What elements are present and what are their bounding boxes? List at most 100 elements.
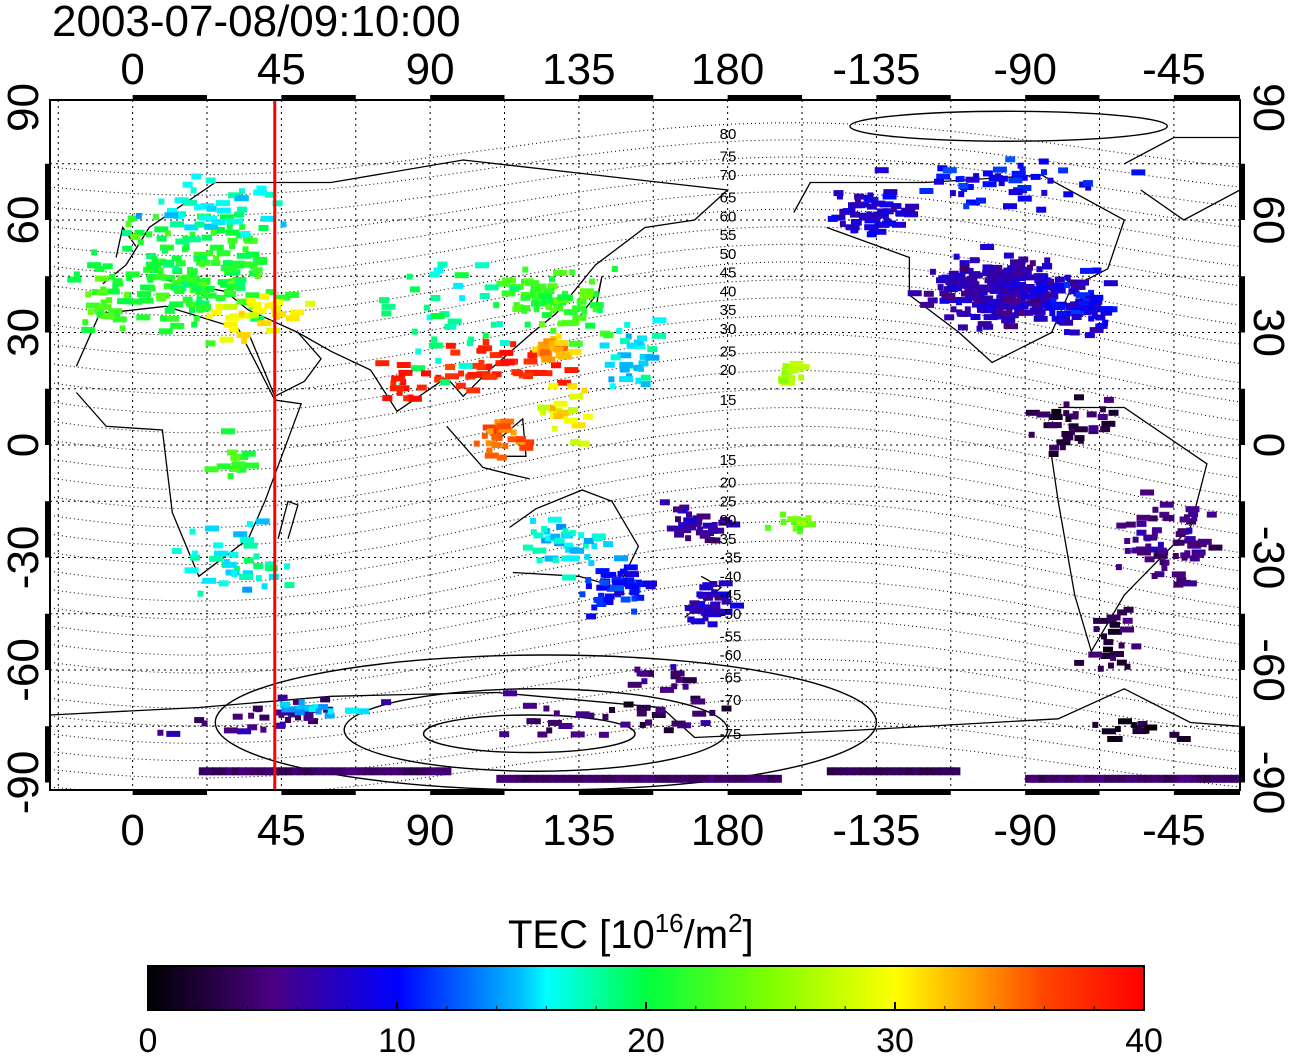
- tec-point: [1067, 434, 1074, 441]
- tec-point: [443, 767, 452, 776]
- tec-point: [1136, 549, 1151, 556]
- tec-point: [318, 704, 329, 711]
- frame-tick-bar: [578, 95, 654, 100]
- tec-point: [94, 275, 109, 282]
- tec-point: [136, 298, 143, 305]
- tec-point: [554, 537, 565, 544]
- tec-point: [937, 165, 948, 172]
- tec-point: [990, 174, 997, 181]
- tec-point: [467, 371, 482, 378]
- tec-point: [525, 280, 540, 287]
- tec-point: [1118, 718, 1132, 725]
- tec-point: [501, 290, 516, 297]
- tec-point: [1006, 308, 1013, 315]
- tec-point: [572, 305, 587, 312]
- contour-ring: [849, 110, 1168, 142]
- tec-point: [663, 727, 674, 734]
- tec-point: [1143, 724, 1158, 731]
- contour-ring: [422, 714, 636, 754]
- tec-point: [158, 198, 165, 205]
- tec-point: [225, 218, 240, 225]
- tec-point: [702, 615, 709, 622]
- frame-tick-bar: [45, 501, 50, 558]
- tec-point: [562, 574, 576, 581]
- tec-point: [585, 583, 592, 590]
- tec-point: [1185, 536, 1196, 543]
- tec-point: [702, 582, 713, 589]
- tec-point: [195, 289, 206, 295]
- tec-point: [160, 274, 175, 281]
- tec-point: [579, 440, 590, 447]
- tec-point: [1206, 511, 1217, 518]
- frame-tick-bar: [45, 163, 50, 220]
- tec-point: [541, 526, 548, 532]
- tec-point: [641, 774, 650, 783]
- tec-point: [866, 767, 875, 776]
- tec-point: [1042, 263, 1052, 269]
- tec-point: [1144, 535, 1151, 542]
- tec-point: [149, 267, 160, 273]
- tec-point: [1114, 726, 1121, 732]
- tec-point: [561, 531, 571, 538]
- tec-point: [581, 387, 588, 394]
- tec-point: [883, 208, 894, 215]
- tec-point: [125, 271, 140, 278]
- tec-point: [482, 332, 489, 339]
- tec-point: [575, 711, 590, 718]
- y-left-tick-label: 0: [0, 433, 48, 457]
- tec-point: [554, 340, 569, 347]
- tec-point: [592, 535, 603, 542]
- coastline: [247, 332, 322, 398]
- frame-tick-bar: [281, 790, 356, 795]
- tec-point: [991, 313, 1002, 320]
- tec-point: [599, 342, 610, 349]
- tec-point: [683, 517, 698, 524]
- tec-point: [225, 229, 240, 236]
- tec-point: [143, 266, 154, 273]
- tec-point: [1049, 444, 1060, 451]
- contour-label: 35: [720, 531, 737, 548]
- tec-point: [582, 774, 591, 783]
- frame-tick-bar: [1025, 790, 1100, 795]
- tec-point: [583, 537, 594, 544]
- tec-point: [251, 767, 260, 776]
- tec-point: [223, 321, 238, 328]
- tec-point: [87, 309, 94, 316]
- tec-point: [431, 336, 438, 343]
- tec-point: [1040, 292, 1055, 299]
- tec-point: [492, 434, 503, 441]
- tec-point: [227, 280, 238, 287]
- tec-point: [579, 591, 586, 598]
- tec-point: [191, 268, 198, 275]
- tec-point: [1034, 274, 1049, 281]
- tec-point: [233, 531, 248, 538]
- tec-point: [591, 604, 598, 611]
- y-axis-left-labels: 90 60 30 0 -30 -60 -90: [0, 83, 48, 814]
- contour-line: [50, 719, 1240, 779]
- tec-point: [1151, 527, 1162, 534]
- tec-point: [197, 590, 204, 597]
- tec-point: [210, 259, 221, 266]
- tec-point: [1021, 266, 1028, 273]
- tec-point: [1180, 552, 1191, 559]
- tec-point: [702, 522, 717, 529]
- tec-point: [257, 320, 272, 327]
- tec-point: [122, 245, 133, 252]
- tec-point: [671, 720, 686, 727]
- tec-point: [948, 270, 959, 277]
- tec-point: [987, 279, 1002, 285]
- tec-point: [982, 181, 997, 188]
- tec-point: [241, 450, 256, 457]
- tec-point: [416, 384, 427, 391]
- tec-point: [707, 774, 716, 783]
- tec-point: [184, 567, 199, 574]
- tec-point: [1185, 506, 1200, 513]
- frame-tick-bar: [1240, 276, 1245, 333]
- tec-point: [397, 767, 406, 776]
- tec-point: [1080, 267, 1094, 274]
- tec-point: [874, 219, 881, 226]
- tec-point: [1065, 416, 1072, 422]
- tec-point: [614, 589, 625, 596]
- tec-point: [499, 731, 510, 738]
- tec-point: [675, 676, 686, 683]
